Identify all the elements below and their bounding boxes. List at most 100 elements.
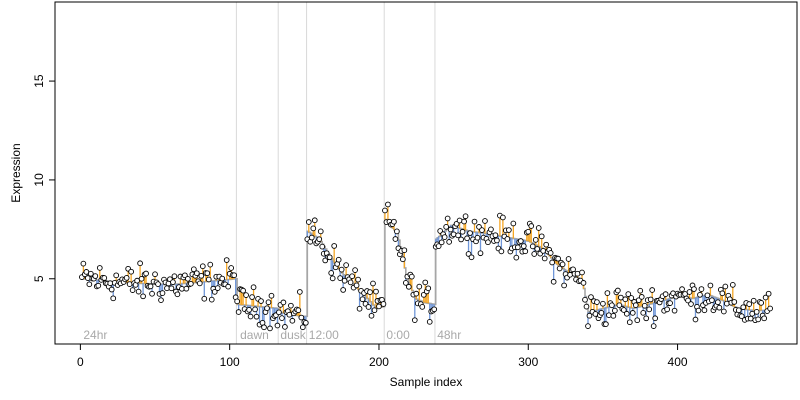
data-point: [95, 282, 102, 289]
data-point: [443, 224, 450, 230]
segment-label: 0:00: [386, 328, 410, 342]
data-point: [461, 218, 467, 225]
data-point: [467, 230, 473, 236]
data-point: [86, 281, 93, 288]
data-point: [416, 283, 423, 290]
x-tick-label: 300: [518, 355, 538, 369]
data-point: [709, 297, 715, 304]
y-tick-label: 10: [32, 173, 46, 187]
data-point: [265, 299, 272, 306]
data-point: [376, 303, 382, 310]
segment-label: dawn: [240, 328, 269, 342]
data-point: [296, 289, 303, 295]
segment-label: 48hr: [437, 328, 461, 342]
data-point: [447, 226, 454, 233]
data-point: [604, 290, 611, 296]
data-point: [535, 225, 542, 231]
data-point: [450, 231, 457, 238]
data-point: [250, 284, 257, 291]
data-point: [170, 279, 176, 285]
data-point: [549, 259, 556, 266]
data-point: [594, 299, 600, 305]
data-point: [738, 313, 745, 320]
data-point: [634, 317, 641, 324]
data-point: [504, 236, 511, 242]
data-point: [753, 308, 760, 315]
data-point: [746, 301, 753, 307]
data-point: [231, 272, 238, 279]
data-point: [641, 302, 648, 309]
data-point: [159, 290, 166, 296]
data-point: [740, 304, 747, 311]
data-point: [729, 282, 736, 288]
data-point: [474, 234, 481, 241]
data-point: [459, 228, 466, 235]
data-point: [494, 237, 500, 244]
data-point: [761, 315, 768, 322]
data-point: [249, 294, 255, 300]
data-point: [261, 324, 267, 331]
data-point: [400, 256, 406, 263]
data-point: [128, 268, 134, 275]
data-point: [667, 300, 673, 306]
data-point: [750, 297, 757, 304]
data-point: [143, 270, 149, 277]
data-point: [299, 324, 306, 331]
data-point: [380, 301, 387, 307]
data-point: [514, 244, 521, 251]
data-point: [517, 238, 524, 244]
data-point: [612, 307, 618, 314]
data-point: [240, 287, 246, 294]
data-point: [183, 285, 190, 292]
data-point: [559, 261, 566, 268]
data-point: [485, 239, 491, 246]
data-point: [371, 307, 378, 314]
data-point: [650, 323, 657, 329]
data-point: [550, 278, 557, 285]
data-point: [152, 271, 158, 278]
data-point: [723, 300, 730, 307]
data-point: [288, 302, 294, 309]
data-point: [609, 302, 615, 309]
data-point: [302, 319, 309, 326]
data-point: [174, 291, 181, 298]
data-point: [679, 286, 685, 293]
data-point: [720, 308, 727, 315]
y-tick-label: 5: [32, 275, 46, 282]
data-point: [555, 255, 561, 262]
data-point: [347, 279, 354, 286]
data-point: [431, 306, 438, 313]
data-point: [438, 239, 445, 246]
data-point: [198, 272, 205, 279]
data-point: [185, 275, 191, 282]
data-point: [580, 280, 587, 286]
data-point: [310, 225, 317, 232]
data-point: [468, 254, 475, 261]
data-point: [207, 261, 214, 268]
data-point: [528, 223, 535, 229]
data-point: [219, 275, 226, 282]
data-point: [698, 286, 705, 292]
data-point: [715, 299, 721, 306]
data-point: [123, 275, 130, 281]
data-point: [391, 218, 397, 225]
data-point: [382, 207, 388, 214]
data-point: [204, 270, 211, 277]
data-point: [458, 236, 464, 243]
data-point: [498, 248, 505, 255]
data-point: [643, 315, 650, 322]
data-point: [340, 287, 346, 293]
data-point: [525, 228, 532, 235]
data-point: [482, 218, 488, 224]
data-point: [80, 260, 87, 267]
data-point: [385, 201, 391, 208]
data-point: [543, 241, 550, 248]
data-point: [305, 219, 312, 225]
data-point: [235, 309, 242, 315]
data-point: [685, 297, 691, 304]
data-point: [686, 289, 693, 295]
data-point: [652, 315, 659, 322]
data-point: [228, 265, 235, 271]
data-point: [276, 309, 282, 316]
